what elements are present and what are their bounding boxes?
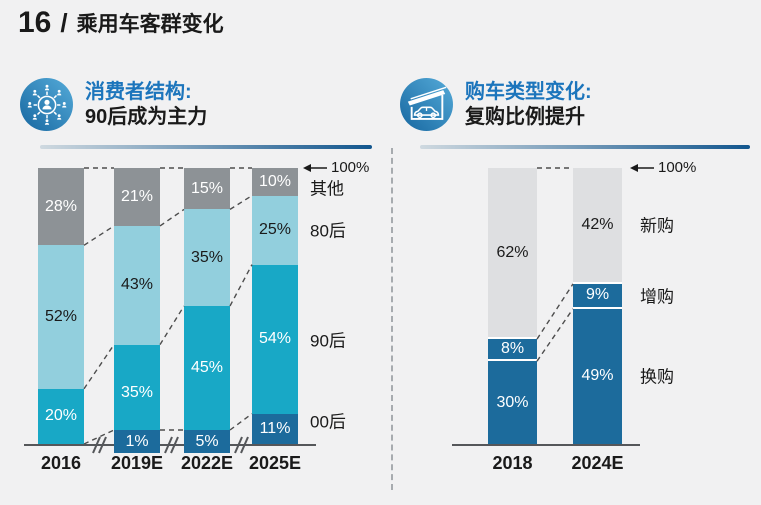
- dashed-connector: [159, 208, 185, 227]
- top-annotation: 100%: [331, 159, 370, 177]
- dashed-connector: [83, 225, 115, 246]
- consumer-network-icon: [20, 78, 73, 131]
- slide-title: 16 / 乘用车客群变化: [18, 6, 224, 40]
- axis-break-mark: [234, 436, 243, 454]
- bar-segment-90后-2016: 20%: [38, 388, 84, 444]
- car-garage-icon: [400, 78, 453, 131]
- bar-segment-增购-2018: 8%: [488, 339, 537, 362]
- bar-segment-换购-2018: 30%: [488, 361, 537, 444]
- bar-segment-90后-2022E: 45%: [184, 306, 230, 431]
- category-label-2025E: 2025E: [248, 453, 302, 473]
- legend-90后: 90后: [310, 331, 346, 351]
- section-underline-left: [40, 145, 372, 149]
- bar-segment-换购-2024E: 49%: [573, 308, 622, 444]
- axis-break-mark: [240, 436, 249, 454]
- legend-其他: 其他: [310, 179, 344, 199]
- slide-title-text: 乘用车客群变化: [76, 13, 224, 36]
- bar-segment-90后-2019E: 35%: [114, 344, 160, 442]
- dashed-connector: [536, 308, 574, 362]
- axis-break-mark: [164, 436, 173, 454]
- bar-segment-80后-2022E: 35%: [184, 209, 230, 306]
- dashed-connector: [536, 283, 574, 340]
- axis-break-mark: [92, 436, 101, 454]
- dashed-connector: [159, 305, 185, 346]
- dashed-connector: [83, 429, 115, 445]
- bar-segment-80后-2016: 52%: [38, 245, 84, 389]
- slide-number: 16: [18, 6, 52, 39]
- heading-accent-purchase-type: 购车类型变化:: [465, 81, 592, 103]
- category-label-2019E: 2019E: [110, 453, 164, 473]
- bar-segment-其他-2016: 28%: [38, 168, 84, 246]
- heading-accent-consumers: 消费者结构:: [85, 81, 192, 103]
- bar-segment-00后-2019E: 1%: [114, 430, 160, 453]
- bar-segment-80后-2025E: 25%: [252, 195, 298, 265]
- bar-segment-其他-2019E: 21%: [114, 168, 160, 226]
- axis-break-mark: [170, 436, 179, 454]
- section-divider: [391, 148, 393, 490]
- category-label-2016: 2016: [40, 453, 82, 473]
- top-annotation: 100%: [658, 159, 697, 177]
- bar-segment-90后-2025E: 54%: [252, 264, 298, 414]
- bar-segment-其他-2022E: 15%: [184, 168, 230, 210]
- arrow-head-icon: [630, 164, 638, 172]
- legend-增购: 增购: [640, 287, 674, 307]
- legend-00后: 00后: [310, 412, 346, 432]
- category-label-2024E: 2024E: [571, 453, 624, 473]
- legend-换购: 换购: [640, 367, 674, 387]
- bar-segment-新购-2018: 62%: [488, 168, 537, 340]
- bar-segment-80后-2019E: 43%: [114, 225, 160, 345]
- arrow-head-icon: [303, 164, 311, 172]
- dashed-connector: [83, 344, 115, 390]
- category-label-2018: 2018: [492, 453, 533, 473]
- legend-80后: 80后: [310, 221, 346, 241]
- bar-segment-00后-2022E: 5%: [184, 430, 230, 453]
- heading-main-purchase-type: 复购比例提升: [465, 106, 585, 128]
- bar-segment-其他-2025E: 10%: [252, 168, 298, 196]
- category-label-2022E: 2022E: [180, 453, 234, 473]
- dashed-connector: [229, 413, 253, 431]
- section-header-consumers: 消费者结构: 90后成为主力: [20, 78, 207, 131]
- bar-segment-00后-2025E: 11%: [252, 413, 298, 444]
- bar-segment-增购-2024E: 9%: [573, 283, 622, 309]
- axis-break-mark: [98, 436, 107, 454]
- legend-新购: 新购: [640, 216, 674, 236]
- dashed-connector: [229, 264, 253, 307]
- heading-main-consumers: 90后成为主力: [85, 106, 208, 128]
- dashed-connector: [229, 195, 253, 210]
- section-underline-right: [420, 145, 750, 149]
- bar-segment-新购-2024E: 42%: [573, 168, 622, 284]
- section-header-purchase-type: 购车类型变化: 复购比例提升: [400, 78, 592, 131]
- slide-separator: /: [60, 7, 68, 38]
